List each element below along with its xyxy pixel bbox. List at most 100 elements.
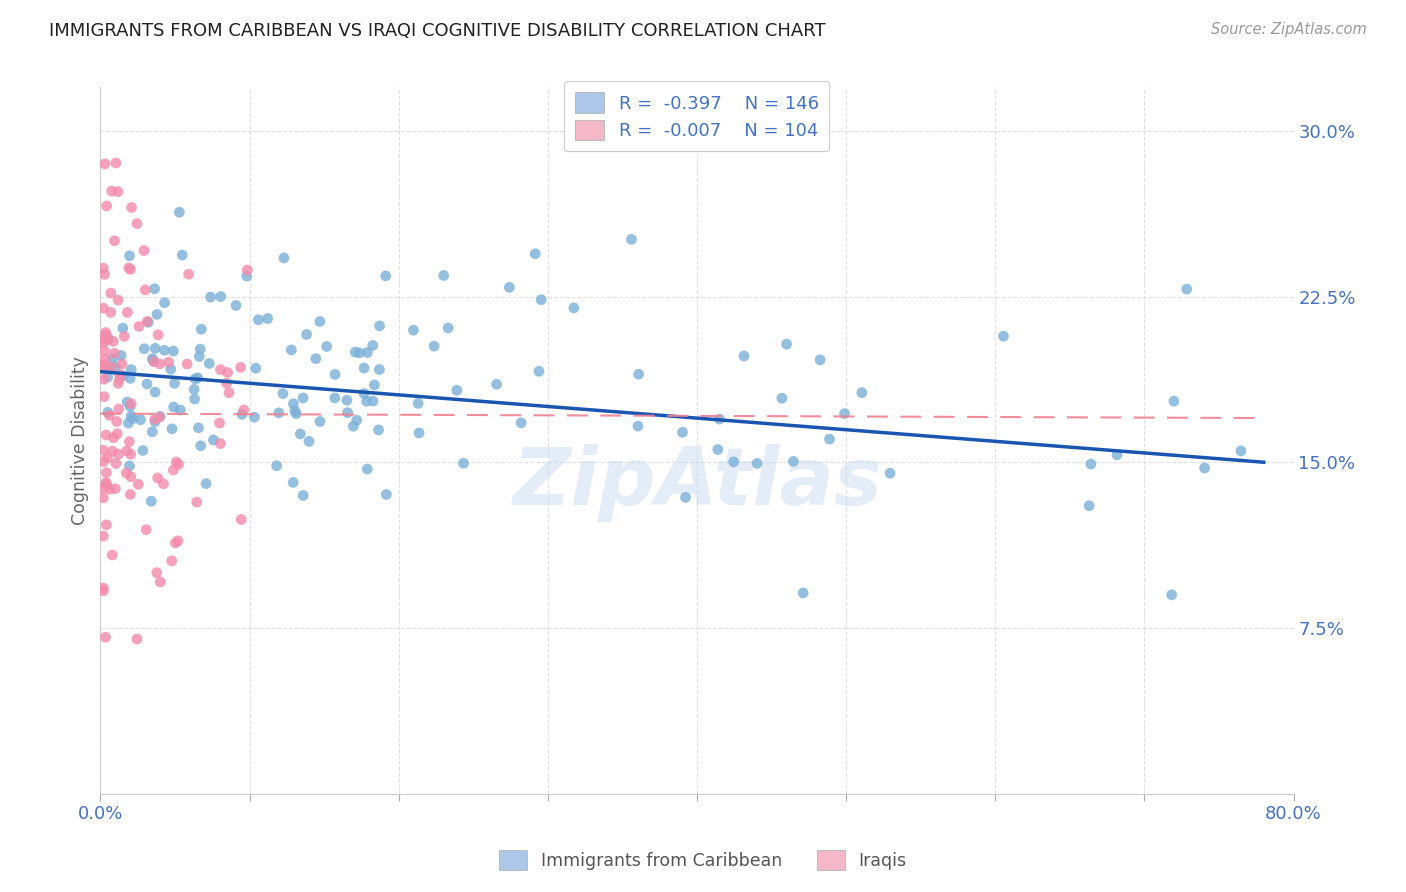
Point <box>361 338 384 352</box>
Point <box>91 581 114 595</box>
Point <box>273 251 295 265</box>
Point <box>146 327 169 342</box>
Point <box>120 396 142 410</box>
Point <box>530 293 553 307</box>
Point <box>446 384 468 398</box>
Point <box>127 477 149 491</box>
Point <box>245 361 267 376</box>
Point <box>368 362 391 376</box>
Point <box>167 458 190 472</box>
Point <box>104 482 127 496</box>
Point <box>356 345 378 359</box>
Point <box>1175 282 1198 296</box>
Point <box>305 351 328 366</box>
Point <box>153 295 176 310</box>
Point <box>342 419 364 434</box>
Point <box>271 386 294 401</box>
Point <box>91 261 114 276</box>
Point <box>105 426 128 441</box>
Point <box>344 345 367 359</box>
Point <box>169 205 191 219</box>
Point <box>209 436 232 450</box>
Point <box>198 356 221 370</box>
Point <box>149 357 172 371</box>
Point <box>134 283 156 297</box>
Point <box>283 475 305 490</box>
Point <box>285 407 308 421</box>
Point <box>157 355 180 369</box>
Point <box>165 536 187 550</box>
Point <box>94 630 117 644</box>
Point <box>406 396 429 410</box>
Point <box>183 392 205 406</box>
Point <box>97 405 120 419</box>
Point <box>225 298 247 312</box>
Point <box>91 454 114 468</box>
Point <box>747 457 769 471</box>
Point <box>115 444 138 458</box>
Point <box>96 517 118 532</box>
Point <box>160 422 183 436</box>
Point <box>159 362 181 376</box>
Point <box>97 331 120 345</box>
Point <box>91 361 114 376</box>
Point <box>1163 394 1185 409</box>
Point <box>146 471 169 485</box>
Point <box>112 329 135 343</box>
Point <box>336 393 359 408</box>
Point <box>110 349 132 363</box>
Point <box>100 305 122 319</box>
Point <box>208 416 231 430</box>
Point <box>993 329 1015 343</box>
Point <box>408 425 430 440</box>
Point <box>143 412 166 426</box>
Point <box>111 321 134 335</box>
Point <box>510 416 533 430</box>
Point <box>188 350 211 364</box>
Point <box>128 319 150 334</box>
Point <box>709 412 731 426</box>
Point <box>298 434 321 449</box>
Point <box>375 487 398 501</box>
Point <box>118 260 141 275</box>
Point <box>96 466 118 480</box>
Point <box>256 311 278 326</box>
Y-axis label: Cognitive Disability: Cognitive Disability <box>72 356 89 524</box>
Point <box>134 342 156 356</box>
Point <box>91 333 114 347</box>
Point <box>94 475 117 490</box>
Point <box>120 371 142 385</box>
Point <box>620 232 643 246</box>
Point <box>292 488 315 502</box>
Point <box>93 268 115 282</box>
Point <box>143 342 166 356</box>
Point <box>129 412 152 426</box>
Point <box>91 443 114 458</box>
Point <box>93 390 115 404</box>
Point <box>423 339 446 353</box>
Point <box>1105 448 1128 462</box>
Point <box>209 362 232 376</box>
Point <box>117 305 139 319</box>
Point <box>112 368 135 383</box>
Point <box>165 455 187 469</box>
Point <box>98 409 121 423</box>
Point <box>143 282 166 296</box>
Point <box>160 554 183 568</box>
Point <box>94 326 117 340</box>
Point <box>187 371 209 385</box>
Point <box>363 378 385 392</box>
Point <box>136 314 159 328</box>
Point <box>627 368 650 382</box>
Point <box>671 425 693 440</box>
Point <box>132 244 155 258</box>
Point <box>120 469 142 483</box>
Point <box>142 353 165 368</box>
Point <box>834 407 856 421</box>
Point <box>107 376 129 391</box>
Point <box>162 400 184 414</box>
Point <box>142 355 165 369</box>
Point <box>93 372 115 386</box>
Point <box>723 455 745 469</box>
Point <box>107 293 129 307</box>
